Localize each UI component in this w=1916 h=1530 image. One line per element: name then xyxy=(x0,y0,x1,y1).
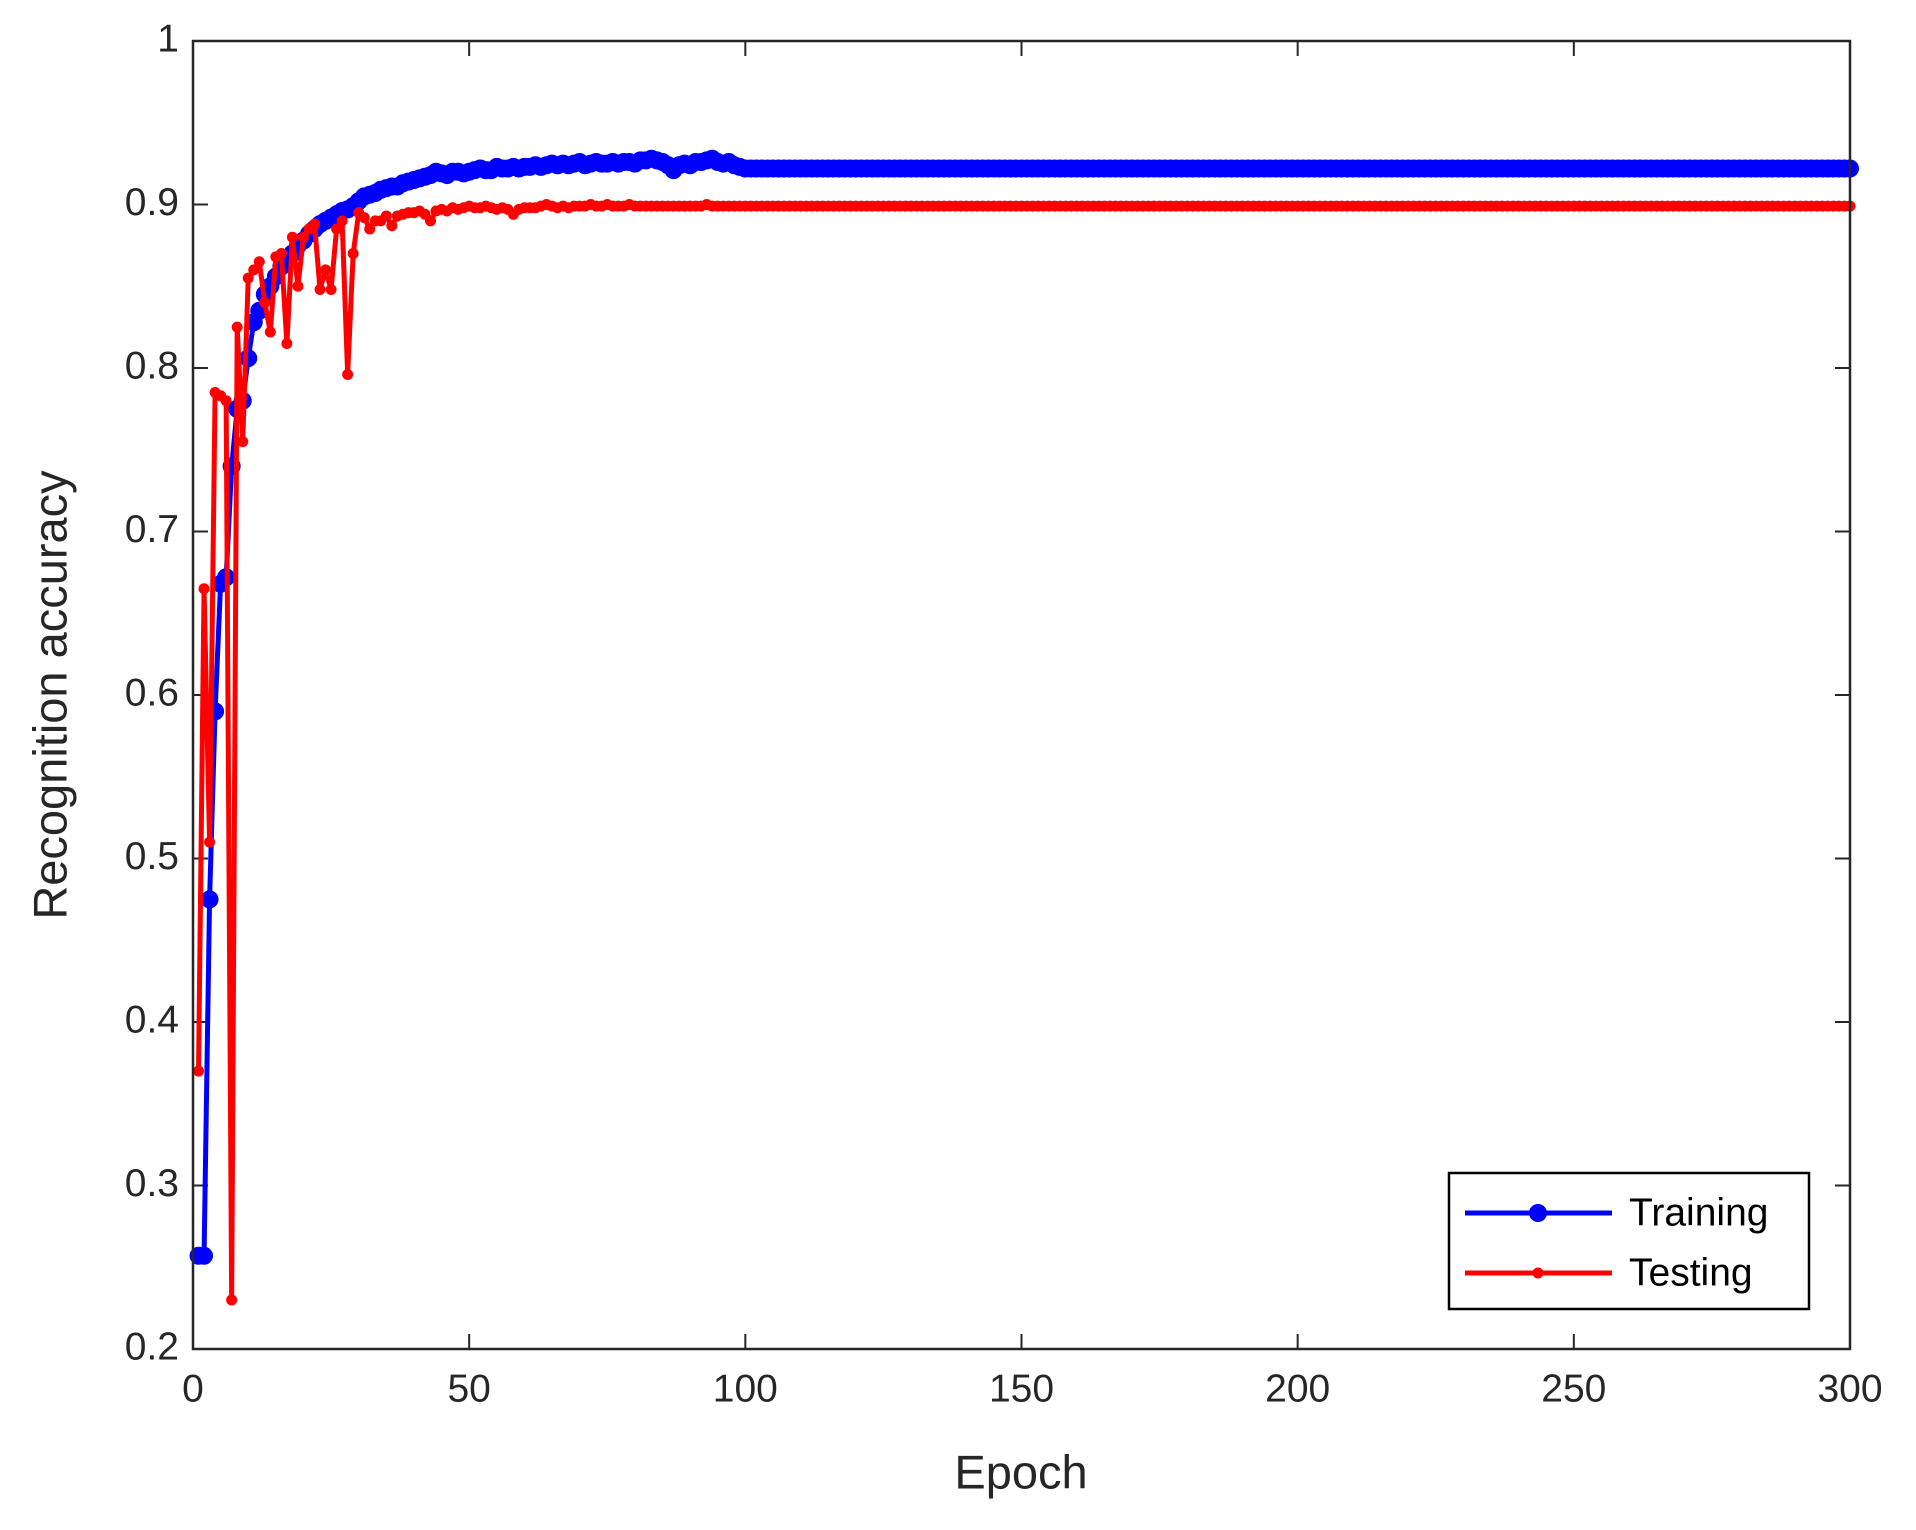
y-tick-label: 0.9 xyxy=(125,181,179,224)
marker xyxy=(286,231,298,243)
y-tick-label: 1 xyxy=(157,17,179,60)
x-tick-label: 150 xyxy=(989,1367,1054,1410)
marker xyxy=(336,215,348,227)
y-tick-label: 0.5 xyxy=(125,835,179,878)
x-axis-label: Epoch xyxy=(954,1445,1087,1498)
x-tick-label: 200 xyxy=(1265,1367,1330,1410)
series xyxy=(189,149,1859,1265)
marker xyxy=(347,248,359,260)
marker xyxy=(358,212,370,224)
x-tick-label: 250 xyxy=(1541,1367,1606,1410)
marker xyxy=(281,337,293,349)
y-tick-label: 0.8 xyxy=(125,344,179,387)
y-tick-label: 0.2 xyxy=(125,1325,179,1368)
x-tick-label: 100 xyxy=(713,1367,778,1410)
marker xyxy=(220,395,232,407)
plot-frame xyxy=(191,39,1852,1351)
marker xyxy=(325,284,337,296)
x-tick-label: 50 xyxy=(447,1367,490,1410)
marker xyxy=(239,349,258,368)
legend: Training Testing xyxy=(1447,1171,1811,1311)
marker xyxy=(364,223,376,235)
marker xyxy=(198,583,210,595)
marker xyxy=(425,215,437,227)
marker xyxy=(380,210,392,222)
marker xyxy=(195,1246,214,1265)
marker xyxy=(342,369,354,381)
marker xyxy=(1529,1204,1547,1222)
marker xyxy=(292,280,304,292)
legend-box xyxy=(1447,1171,1811,1311)
y-tick-label: 0.4 xyxy=(125,998,179,1041)
marker xyxy=(1532,1267,1544,1279)
marker xyxy=(386,220,398,232)
x-tick-label: 300 xyxy=(1817,1367,1882,1410)
marker xyxy=(200,890,219,909)
legend-label: Testing xyxy=(1629,1251,1753,1294)
marker xyxy=(297,231,309,243)
y-tick-label: 0.6 xyxy=(125,671,179,714)
y-tick-label: 0.3 xyxy=(125,1162,179,1205)
marker xyxy=(253,256,265,268)
legend-label: Training xyxy=(1629,1191,1768,1234)
marker xyxy=(193,1065,205,1077)
marker xyxy=(231,321,243,333)
marker xyxy=(314,284,326,296)
marker xyxy=(264,326,276,338)
y-tick-label: 0.7 xyxy=(125,508,179,551)
marker xyxy=(309,218,321,230)
marker xyxy=(331,223,343,235)
marker xyxy=(204,836,216,848)
marker xyxy=(226,1294,238,1306)
marker xyxy=(237,436,249,448)
marker xyxy=(259,297,271,309)
marker xyxy=(275,248,287,260)
y-axis-label: Recognition accuracy xyxy=(23,470,76,920)
marker xyxy=(242,272,254,284)
series xyxy=(193,199,1856,1306)
x-tick-label: 0 xyxy=(182,1367,204,1410)
marker xyxy=(320,264,332,276)
marker xyxy=(248,264,260,276)
